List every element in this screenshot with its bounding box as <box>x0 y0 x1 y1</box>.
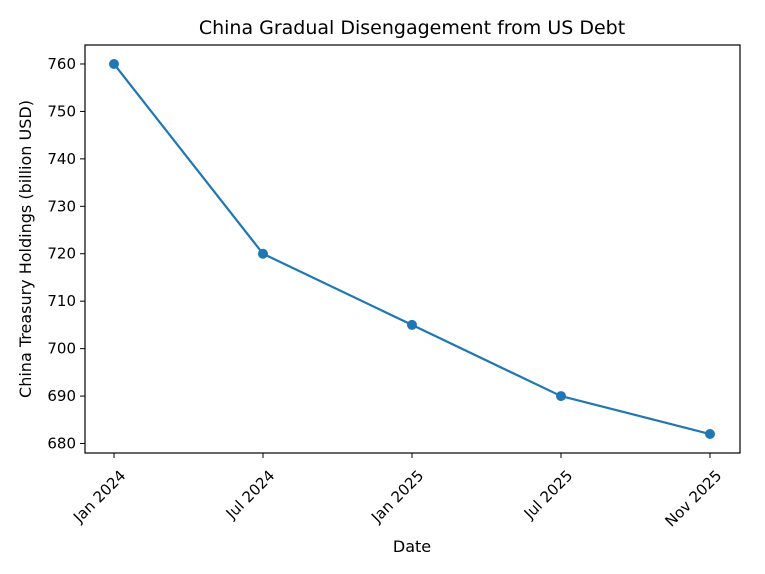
plot-area <box>84 44 741 454</box>
x-tick-label: Jul 2025 <box>520 467 577 524</box>
x-tick-label: Jan 2024 <box>69 467 129 527</box>
x-axis-label: Date <box>393 537 431 556</box>
chart-title: China Gradual Disengagement from US Debt <box>199 17 625 39</box>
data-point <box>705 429 715 440</box>
y-tick-label: 720 <box>47 245 76 263</box>
y-tick-label: 700 <box>47 340 76 358</box>
data-point <box>407 319 417 330</box>
y-tick-label: 760 <box>47 55 76 73</box>
y-tick-label: 690 <box>47 387 76 405</box>
data-point <box>258 248 268 259</box>
x-tick-label: Nov 2025 <box>662 467 726 531</box>
plot-frame <box>84 44 741 454</box>
x-tick-label: Jan 2025 <box>367 467 427 527</box>
series-line <box>113 63 711 436</box>
y-tick-label: 710 <box>47 292 76 310</box>
data-point <box>556 391 566 402</box>
series-group <box>109 58 715 440</box>
y-axis-label: China Treasury Holdings (billion USD) <box>16 100 35 398</box>
y-axis: 680 690 700 710 720 730 740 750 760 <box>47 55 85 453</box>
x-axis: Jan 2024 Jul 2024 Jan 2025 Jul 2025 Nov 2025 <box>69 453 725 530</box>
y-tick-label: 730 <box>47 197 76 215</box>
y-tick-label: 750 <box>47 102 76 120</box>
x-tick-label: Jul 2024 <box>222 467 279 524</box>
y-tick-label: 740 <box>47 150 76 168</box>
y-tick-label: 680 <box>47 435 76 453</box>
data-point <box>109 58 119 69</box>
